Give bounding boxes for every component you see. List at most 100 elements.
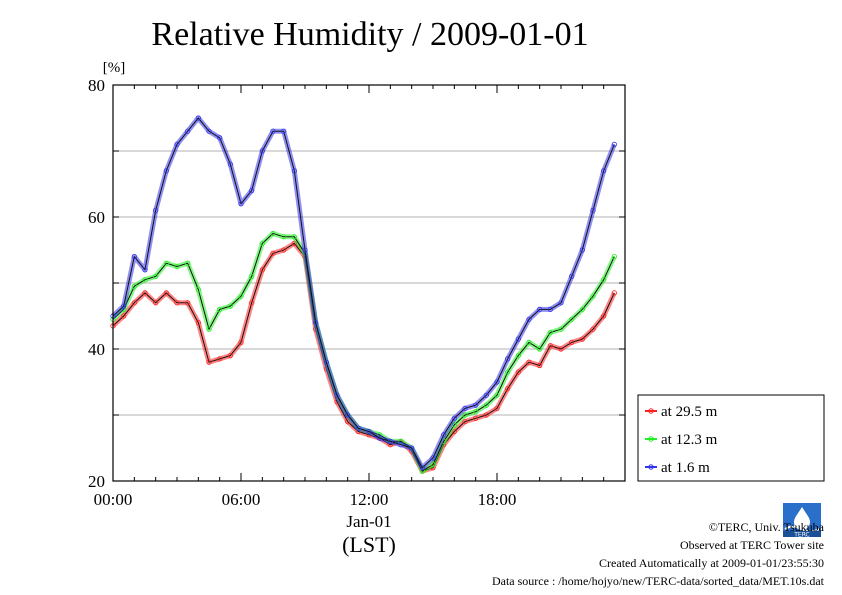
- data-point: [398, 442, 404, 448]
- x-axis-date-label: Jan-01: [346, 512, 391, 531]
- data-point: [195, 115, 201, 121]
- data-point: [462, 405, 468, 411]
- series-line: [112, 242, 615, 472]
- data-point: [430, 455, 436, 461]
- data-point: [494, 379, 500, 385]
- data-point: [163, 290, 169, 296]
- data-point: [558, 346, 564, 352]
- data-point: [238, 201, 244, 207]
- data-point: [515, 336, 521, 342]
- data-point: [163, 168, 169, 174]
- data-point: [462, 418, 468, 425]
- legend-item: at 29.5 m: [645, 404, 718, 420]
- data-point: [473, 415, 479, 421]
- data-point: [185, 128, 191, 134]
- data-point: [291, 234, 297, 240]
- data-point: [462, 412, 468, 418]
- data-point: [494, 405, 500, 411]
- data-point: [142, 290, 148, 296]
- data-point: [153, 207, 159, 213]
- data-point: [601, 313, 607, 319]
- data-point: [174, 263, 180, 270]
- x-tick-label: 06:00: [222, 490, 261, 509]
- legend-label: at 1.6 m: [661, 460, 710, 476]
- data-point: [611, 141, 617, 147]
- svg-text:TERC: TERC: [793, 532, 810, 538]
- data-point: [249, 188, 255, 194]
- data-point: [579, 247, 585, 253]
- footer-source: Data source : /home/hojyo/new/TERC-data/…: [491, 574, 824, 588]
- data-point: [547, 343, 553, 349]
- legend-marker: [648, 436, 654, 442]
- data-point: [270, 230, 276, 237]
- data-point: [601, 168, 607, 174]
- data-point: [174, 300, 180, 306]
- footer-copyright: ©TERC, Univ. Tsukuba: [708, 520, 824, 534]
- data-point: [206, 359, 212, 365]
- data-point: [537, 306, 543, 312]
- data-point: [579, 306, 585, 312]
- data-point: [590, 207, 596, 213]
- data-point: [131, 283, 137, 289]
- data-point: [579, 336, 585, 342]
- data-point: [249, 300, 255, 306]
- data-point: [206, 326, 212, 332]
- data-point: [195, 286, 201, 293]
- data-point: [430, 461, 436, 468]
- legend-item: at 12.3 m: [645, 432, 718, 448]
- data-point: [483, 392, 489, 398]
- y-ticks: 20 40 60 80: [88, 76, 625, 491]
- data-point: [547, 306, 553, 312]
- legend-marker: [648, 408, 654, 414]
- legend: at 29.5 m at 12.3 m at 1.6 m: [637, 394, 825, 482]
- data-point: [494, 392, 500, 398]
- chart-title: Relative Humidity / 2009-01-01: [151, 16, 588, 53]
- y-tick-label: 40: [88, 340, 105, 359]
- data-point: [238, 293, 244, 299]
- data-point: [451, 415, 457, 421]
- data-point: [483, 412, 489, 418]
- data-point: [569, 316, 575, 322]
- y-axis-label: [%]: [103, 60, 126, 76]
- y-tick-label: 20: [88, 472, 105, 491]
- legend-label: at 29.5 m: [661, 404, 718, 420]
- data-point: [131, 300, 137, 306]
- grid: [113, 150, 625, 416]
- legend-item: at 1.6 m: [645, 460, 710, 476]
- data-point: [270, 250, 276, 256]
- data-point: [227, 161, 233, 167]
- data-point: [515, 369, 521, 375]
- data-point: [291, 168, 297, 174]
- data-point: [526, 316, 532, 322]
- data-point: [121, 303, 127, 309]
- legend-label: at 12.3 m: [661, 432, 718, 448]
- data-point: [227, 303, 233, 309]
- series-band: [111, 240, 617, 474]
- data-point: [590, 326, 596, 332]
- data-point: [206, 128, 212, 134]
- data-point: [281, 234, 287, 240]
- data-point: [601, 277, 607, 283]
- data-point: [259, 148, 265, 154]
- data-point: [387, 438, 393, 444]
- data-point: [281, 247, 287, 253]
- data-point: [366, 428, 372, 435]
- terc-logo-icon: TERC: [783, 503, 821, 542]
- y-tick-label: 60: [88, 208, 105, 227]
- data-point: [483, 402, 489, 408]
- series-group: [110, 115, 617, 474]
- data-point: [227, 352, 233, 359]
- x-tick-label: 18:00: [478, 490, 517, 509]
- data-point: [249, 273, 255, 279]
- data-point: [355, 425, 361, 431]
- data-point: [419, 465, 425, 471]
- data-point: [611, 290, 617, 296]
- data-point: [505, 385, 511, 392]
- footer-observed: Observed at TERC Tower site: [679, 538, 824, 552]
- data-point: [217, 356, 223, 362]
- data-point: [558, 326, 564, 332]
- x-tick-label: 00:00: [94, 490, 133, 509]
- data-point: [174, 141, 180, 147]
- data-point: [537, 346, 543, 352]
